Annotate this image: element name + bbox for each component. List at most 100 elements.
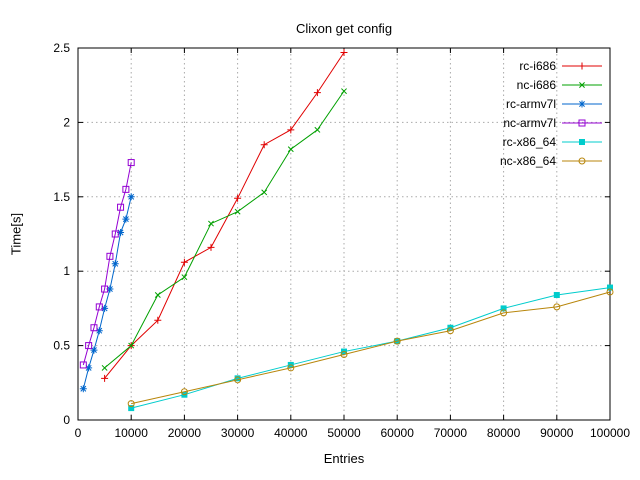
point-marker [313, 89, 321, 97]
x-tick-label: 70000 [434, 426, 468, 440]
x-tick-label: 50000 [327, 426, 361, 440]
x-tick-label: 30000 [221, 426, 255, 440]
x-tick-label: 40000 [274, 426, 308, 440]
point-marker [122, 215, 130, 223]
y-tick-label: 0 [63, 413, 70, 427]
point-marker [607, 284, 613, 291]
legend-label: nc-i686 [517, 78, 557, 92]
series-line [104, 52, 345, 379]
y-tick-label: 1 [63, 264, 70, 278]
point-marker [234, 375, 241, 382]
point-marker [234, 376, 242, 384]
series-rc-armv7l [79, 193, 135, 393]
series-line [131, 291, 611, 405]
series-line [82, 196, 132, 389]
series-line [131, 287, 611, 409]
point-marker [117, 229, 125, 237]
y-axis-label: Time[s] [8, 212, 24, 256]
point-marker [127, 159, 135, 167]
point-marker [154, 292, 161, 298]
series-nc-i686 [101, 88, 347, 371]
point-marker [234, 194, 242, 202]
point-marker [553, 303, 561, 311]
point-marker [578, 62, 586, 70]
series-nc-armv7l [79, 159, 135, 369]
point-marker [578, 100, 586, 108]
x-tick-label: 90000 [540, 426, 574, 440]
point-marker [579, 82, 585, 88]
point-marker [106, 285, 114, 293]
point-marker [207, 243, 215, 251]
point-marker [287, 126, 295, 134]
y-tick-label: 2 [63, 115, 70, 129]
point-marker [101, 374, 109, 382]
point-marker [128, 405, 135, 412]
x-tick-label: 80000 [487, 426, 521, 440]
point-marker [606, 288, 614, 296]
point-marker [314, 126, 321, 133]
point-marker [122, 185, 130, 193]
point-marker [79, 385, 87, 393]
point-marker [154, 316, 162, 324]
y-tick-label: 2.5 [53, 41, 70, 55]
legend: rc-i686 nc-i686 rc-armv7l nc-armv7l rc-x86_6… [500, 59, 602, 168]
point-marker [579, 139, 585, 145]
point-marker [90, 324, 98, 332]
point-marker [85, 364, 93, 372]
legend-label: nc-armv7l [503, 116, 556, 130]
point-marker [95, 327, 103, 335]
point-marker [393, 337, 401, 345]
point-marker [128, 342, 135, 349]
point-marker [446, 327, 454, 335]
point-marker [79, 361, 87, 369]
point-marker [341, 88, 347, 95]
point-marker [101, 285, 109, 293]
point-marker [578, 119, 586, 127]
point-marker [500, 305, 507, 312]
point-marker [208, 220, 214, 227]
point-marker [180, 258, 188, 266]
point-marker [180, 388, 188, 396]
y-tick-label: 1.5 [53, 190, 70, 204]
x-tick-label: 100000 [590, 426, 630, 440]
point-marker [127, 193, 135, 201]
x-tick-label: 0 [75, 426, 82, 440]
point-marker [261, 189, 268, 196]
x-axis-label: Entries [323, 451, 365, 466]
x-tick-label: 20000 [168, 426, 202, 440]
point-marker [181, 274, 188, 281]
point-marker [500, 309, 508, 317]
legend-label: rc-x86_64 [503, 135, 557, 149]
point-marker [234, 208, 241, 215]
legend-label: rc-armv7l [506, 97, 556, 111]
legend-label: rc-i686 [519, 59, 556, 73]
point-marker [127, 400, 135, 408]
point-marker [85, 342, 93, 350]
x-tick-label: 60000 [381, 426, 415, 440]
x-tick-label: 10000 [115, 426, 149, 440]
series-line [104, 90, 345, 369]
series-line [82, 162, 132, 366]
point-marker [111, 260, 119, 268]
point-marker [260, 141, 268, 149]
series-nc-x86_64 [127, 288, 614, 408]
point-marker [287, 364, 295, 372]
point-marker [287, 146, 294, 153]
point-marker [95, 303, 103, 311]
legend-label: nc-x86_64 [500, 154, 556, 168]
point-marker [101, 364, 108, 371]
point-marker [340, 351, 348, 359]
point-marker [117, 203, 125, 211]
y-tick-label: 0.5 [53, 339, 70, 353]
point-marker [90, 346, 98, 354]
series-rc-i686 [101, 48, 348, 382]
chart-title: Clixon get config [295, 21, 393, 36]
point-marker [578, 157, 586, 165]
point-marker [340, 48, 348, 56]
point-marker [101, 304, 109, 312]
point-marker [106, 252, 114, 260]
point-marker [111, 230, 119, 238]
point-marker [553, 292, 560, 299]
